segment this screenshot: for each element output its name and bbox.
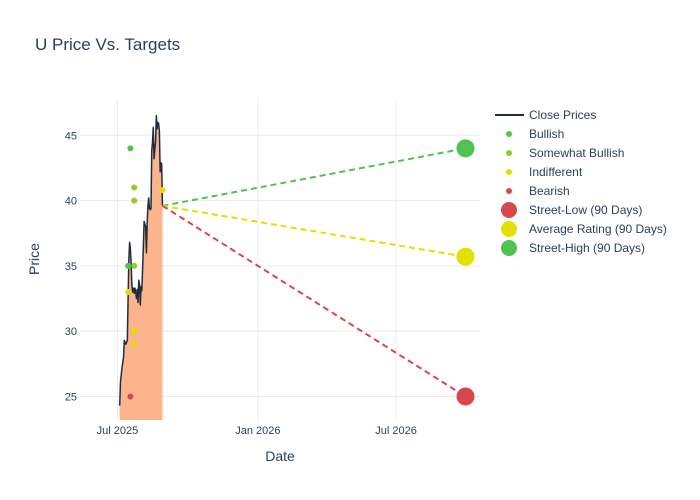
somewhat-bullish-rating-point bbox=[131, 262, 138, 269]
legend-item-close[interactable]: Close Prices bbox=[495, 108, 596, 122]
x-tick-label: Jul 2025 bbox=[97, 425, 139, 437]
street-high-target-marker bbox=[456, 139, 475, 158]
target-lines bbox=[161, 147, 467, 398]
legend-swatch bbox=[501, 202, 517, 218]
average-target-line bbox=[162, 204, 466, 258]
legend-label: Close Prices bbox=[529, 108, 596, 122]
x-axis-ticks: Jul 2025 Jan 2026 Jul 2026 bbox=[97, 425, 417, 437]
y-axis-ticks: 25 30 35 40 45 bbox=[65, 130, 77, 403]
indifferent-rating-point bbox=[131, 341, 138, 348]
legend-swatch bbox=[506, 188, 512, 194]
legend-swatch bbox=[501, 240, 517, 256]
legend-label: Bullish bbox=[529, 127, 564, 141]
x-tick-label: Jan 2026 bbox=[235, 425, 280, 437]
bullish-rating-point bbox=[127, 145, 134, 152]
y-tick-label: 35 bbox=[65, 261, 77, 273]
legend-item-bearish[interactable]: Bearish bbox=[506, 184, 570, 198]
bullish-rating-point bbox=[125, 262, 132, 269]
chart-title: U Price Vs. Targets bbox=[35, 35, 180, 54]
legend-item-street-low[interactable]: Street-Low (90 Days) bbox=[501, 202, 642, 218]
target-markers bbox=[456, 139, 475, 406]
legend-swatch bbox=[506, 150, 512, 156]
close-price-line bbox=[118, 114, 164, 406]
indifferent-rating-point bbox=[159, 187, 166, 194]
y-axis-title: Price bbox=[26, 243, 42, 275]
bearish-rating-point bbox=[127, 393, 134, 400]
close-price-line-path bbox=[118, 114, 164, 406]
indifferent-rating-point bbox=[125, 289, 132, 295]
street-high-target-line bbox=[162, 147, 466, 207]
street-low-target-line bbox=[161, 204, 467, 398]
legend-label: Bearish bbox=[529, 184, 570, 198]
rating-points bbox=[125, 145, 166, 400]
legend-label: Somewhat Bullish bbox=[529, 146, 624, 160]
legend-item-somewhat-bullish[interactable]: Somewhat Bullish bbox=[506, 146, 624, 160]
legend-label: Street-High (90 Days) bbox=[529, 241, 645, 255]
legend-label: Indifferent bbox=[529, 165, 583, 179]
average-target-marker bbox=[456, 247, 475, 266]
legend-swatch bbox=[506, 131, 512, 137]
legend-swatch bbox=[506, 169, 512, 175]
y-tick-label: 40 bbox=[65, 196, 77, 208]
legend-item-indifferent[interactable]: Indifferent bbox=[506, 165, 583, 179]
legend[interactable]: Close Prices Bullish Somewhat Bullish Indif… bbox=[495, 108, 667, 256]
legend-item-street-high[interactable]: Street-High (90 Days) bbox=[501, 240, 645, 256]
street-low-target-marker bbox=[456, 387, 475, 406]
legend-item-bullish[interactable]: Bullish bbox=[506, 127, 564, 141]
legend-swatch bbox=[501, 221, 517, 237]
x-axis-title: Date bbox=[265, 448, 295, 464]
legend-label: Average Rating (90 Days) bbox=[529, 222, 667, 236]
y-tick-label: 25 bbox=[65, 391, 77, 403]
x-tick-label: Jul 2026 bbox=[375, 425, 417, 437]
y-tick-label: 30 bbox=[65, 326, 77, 338]
indifferent-rating-point bbox=[131, 328, 138, 335]
somewhat-bullish-rating-point bbox=[131, 184, 138, 191]
y-tick-label: 45 bbox=[65, 130, 77, 142]
legend-label: Street-Low (90 Days) bbox=[529, 203, 642, 217]
legend-item-average[interactable]: Average Rating (90 Days) bbox=[501, 221, 667, 237]
somewhat-bullish-rating-point bbox=[131, 197, 138, 204]
